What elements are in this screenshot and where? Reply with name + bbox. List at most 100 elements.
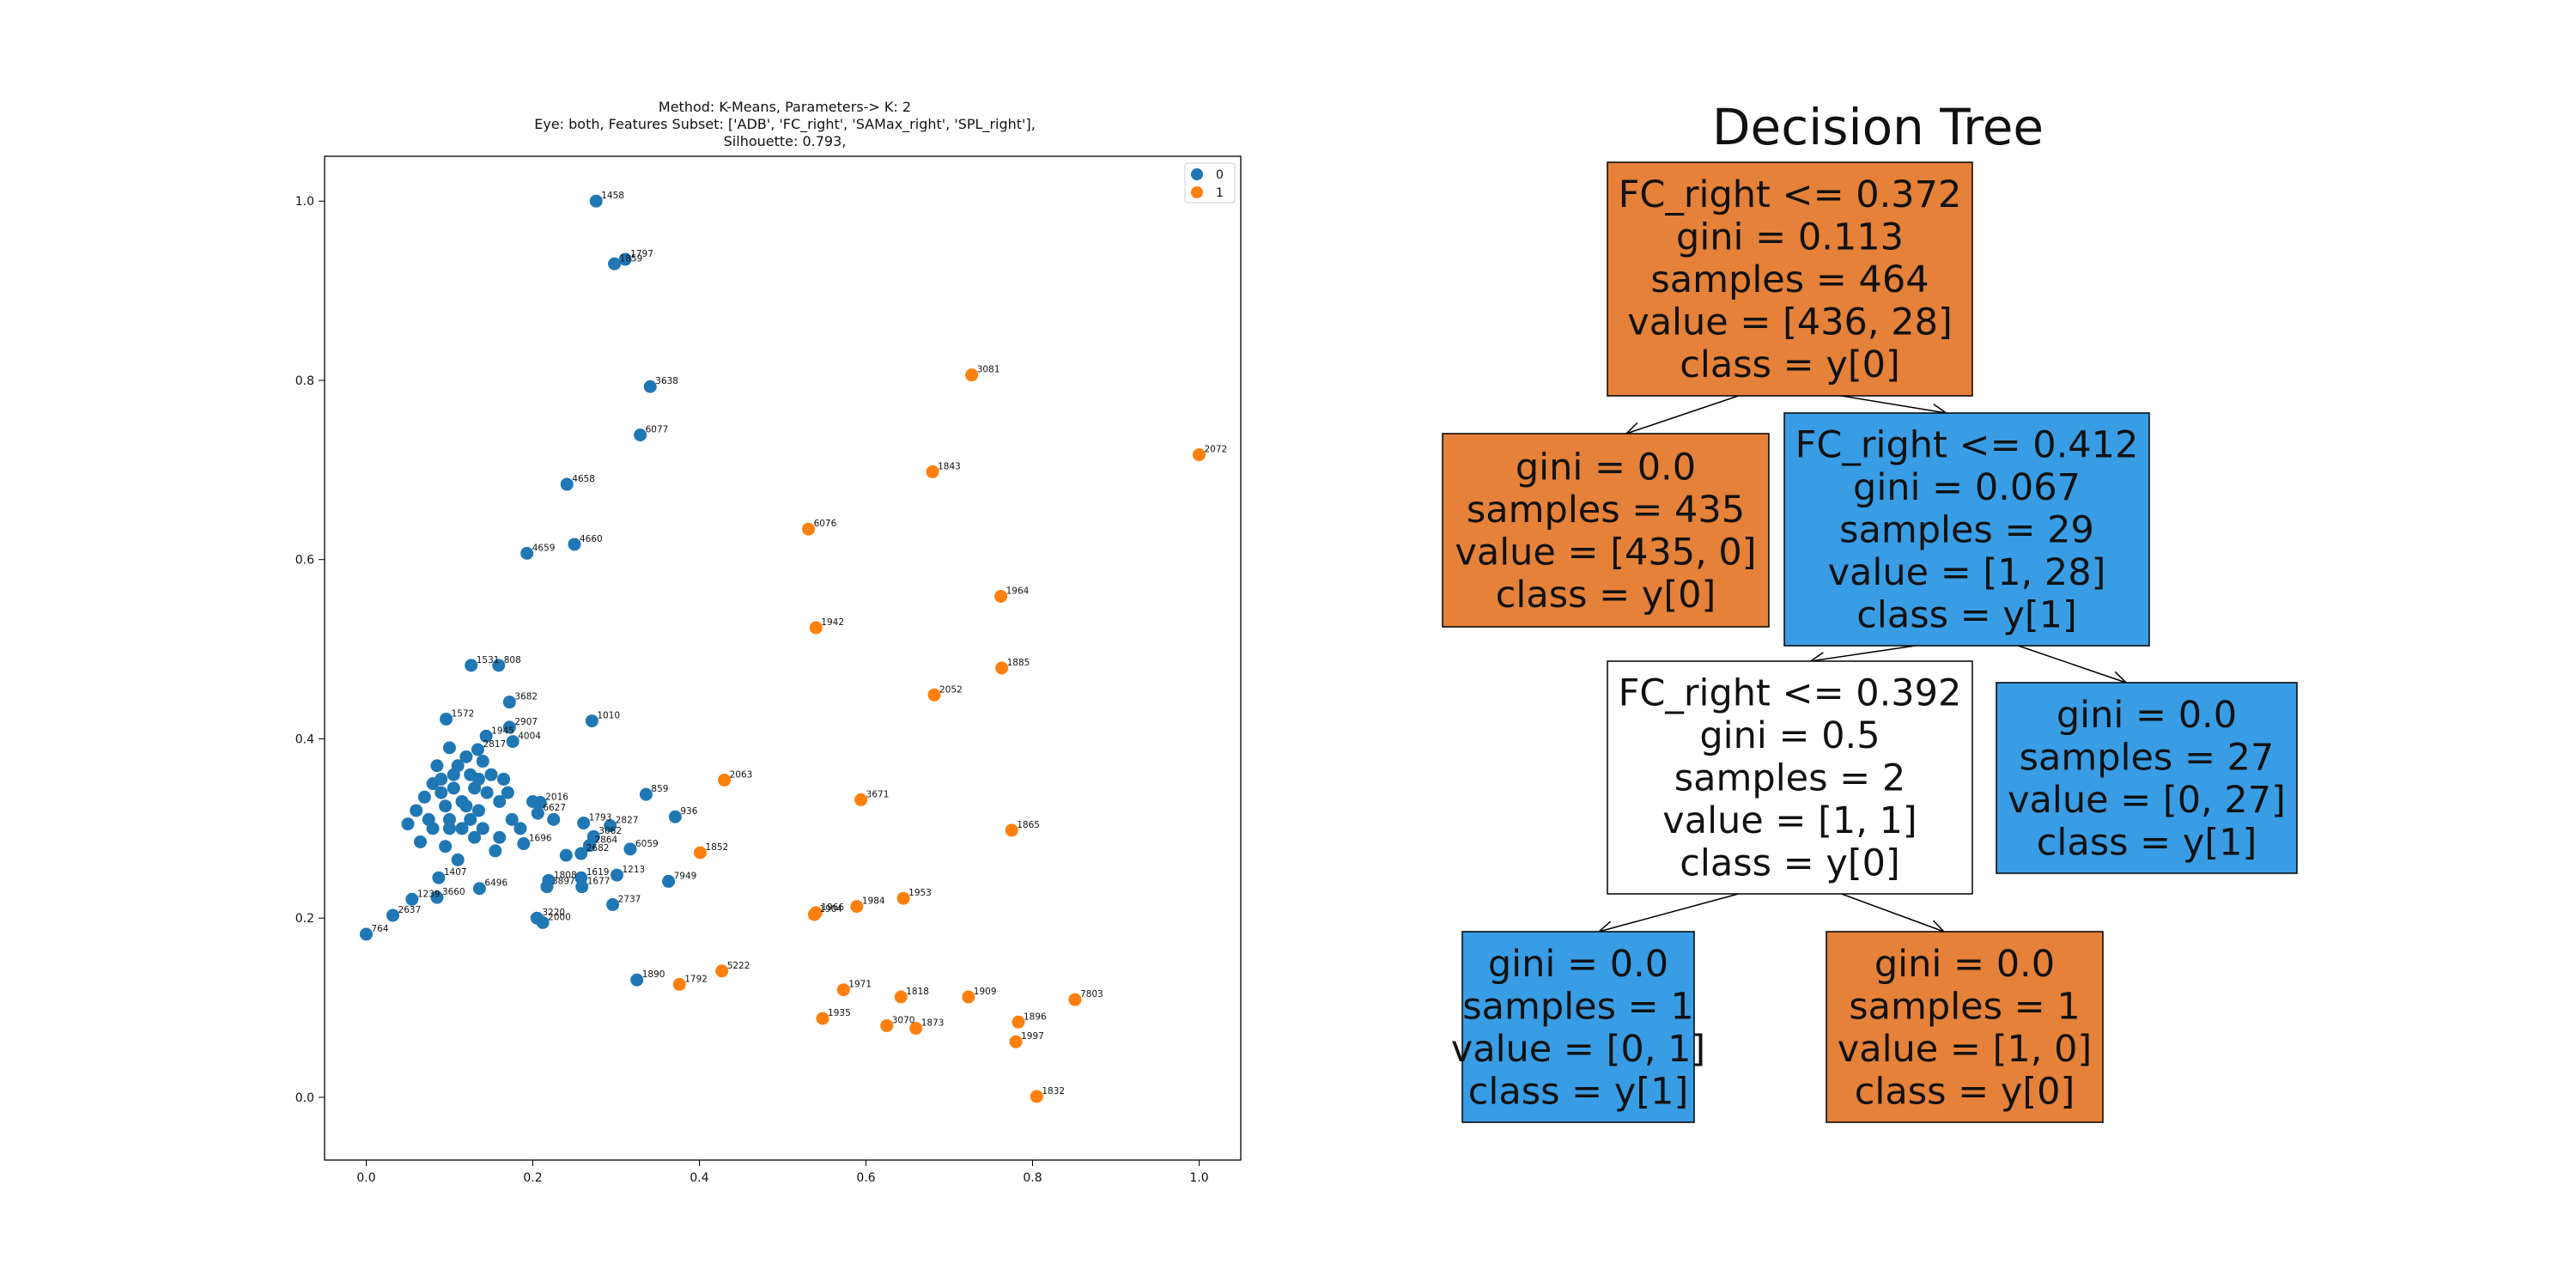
scatter-point-cluster-1: [909, 1022, 923, 1036]
tree-edge: [1841, 893, 1945, 933]
scatter-point-cluster-0: [589, 194, 603, 208]
scatter-point-cluster-0: [517, 837, 531, 851]
scatter-point-label: 1885: [1007, 658, 1030, 668]
scatter-point-cluster-1: [1009, 1035, 1023, 1048]
scatter-point-label: 1865: [1017, 820, 1040, 830]
scatter-point-label: 1971: [848, 980, 872, 990]
scatter-point-cluster-0: [476, 822, 489, 835]
scatter-point-label: 1010: [597, 711, 620, 721]
scatter-point-cluster-1: [854, 793, 868, 806]
scatter-point-label: 1677: [587, 877, 611, 887]
tree-edge: [1841, 395, 1947, 414]
scatter-point-label: 936: [680, 806, 697, 817]
scatter-point-label: 4658: [572, 474, 595, 484]
scatter-point-label: 1531: [477, 655, 500, 665]
scatter-point-cluster-0: [484, 768, 498, 781]
scatter-point-cluster-1: [894, 990, 908, 1004]
scatter-point-cluster-0: [434, 786, 448, 799]
scatter-point-cluster-0: [447, 768, 460, 781]
tree-node-line: samples = 1: [1462, 985, 1693, 1028]
scatter-point-cluster-0: [432, 871, 446, 884]
scatter-point-cluster-1: [880, 1018, 894, 1032]
scatter-point-cluster-0: [502, 696, 516, 709]
scatter-point-label: 6627: [543, 803, 566, 813]
scatter-point-label: 1843: [938, 461, 961, 471]
tree-node-line: value = [1, 1]: [1662, 799, 1917, 842]
scatter-point-cluster-1: [1030, 1090, 1043, 1103]
scatter-point-cluster-1: [927, 688, 941, 702]
scatter-point-cluster-0: [575, 880, 589, 894]
scatter-point-label: 1832: [1042, 1086, 1065, 1097]
tree-node-box: [1826, 931, 2104, 1123]
scatter-point-cluster-0: [618, 252, 632, 266]
scatter-point-label: 3682: [514, 692, 538, 702]
scatter-point-label: 5222: [727, 961, 750, 971]
scatter-point-label: 6059: [635, 839, 659, 849]
scatter-point-label: 1458: [601, 191, 624, 201]
scatter-point-cluster-0: [410, 804, 423, 817]
tree-node-line: samples = 1: [1849, 985, 2080, 1028]
scatter-point-label: 1792: [684, 974, 708, 984]
scatter-point-cluster-0: [489, 844, 502, 858]
scatter-point-label: 1997: [1021, 1031, 1044, 1042]
scatter-point-cluster-0: [582, 839, 596, 853]
scatter-point-label: 3638: [655, 376, 678, 386]
scatter-point-cluster-0: [643, 380, 657, 393]
scatter-point-cluster-0: [574, 847, 588, 860]
scatter-point-cluster-0: [639, 787, 653, 801]
tree-edge-arrowhead: [1597, 920, 1614, 936]
scatter-point-cluster-0: [476, 755, 489, 769]
scatter-point-cluster-0: [547, 812, 561, 826]
tree-edge-arrowhead: [1931, 404, 1948, 418]
tree-node-line: value = [0, 27]: [2008, 779, 2286, 822]
tree-node-line: samples = 29: [1839, 509, 2094, 552]
scatter-point-label: 2737: [618, 895, 641, 905]
y-tick-label: 0.2: [295, 912, 314, 926]
scatter-title-line-3: Silhouette: 0.793,: [724, 133, 847, 149]
scatter-point-cluster-0: [630, 973, 644, 987]
tree-node-line: class = y[0]: [1680, 343, 1899, 386]
scatter-point-cluster-1: [672, 977, 686, 991]
scatter-point-label: 1818: [906, 987, 929, 997]
scatter-point-cluster-1: [718, 773, 732, 787]
scatter-point-cluster-0: [585, 714, 598, 728]
scatter-point-label: 2907: [514, 717, 538, 727]
tree-edge: [1625, 395, 1739, 434]
scatter-title-line-1: Method: K-Means, Parameters-> K: 2: [659, 99, 911, 115]
scatter-point-label: 1793: [589, 813, 612, 823]
scatter-point-cluster-0: [568, 538, 581, 551]
tree-node-line: FC_right <= 0.412: [1795, 424, 2139, 467]
scatter-point-cluster-0: [668, 810, 682, 823]
legend-marker-0: [1191, 168, 1203, 180]
tree-node-box: [1996, 682, 2298, 874]
scatter-point-label: 1896: [1024, 1012, 1047, 1022]
scatter-point-label: 4659: [532, 543, 556, 553]
scatter-point-cluster-0: [479, 729, 493, 743]
scatter-point-label: 2864: [594, 835, 617, 846]
tree-edge-arrowhead: [1929, 920, 1946, 934]
legend-marker-1: [1191, 186, 1203, 198]
scatter-point-label: 6077: [646, 425, 669, 435]
scatter-point-cluster-0: [430, 759, 444, 773]
scatter-point-cluster-0: [493, 795, 507, 808]
scatter-axes: 0.0 0.2 0.4 0.6 0.8 1.0 0.0 0.2 0.4 0.6 0.8 1.0: [295, 155, 1242, 1185]
scatter-point-label: 3220: [542, 908, 565, 918]
scatter-point-cluster-0: [414, 835, 428, 848]
scatter-point-cluster-0: [505, 812, 519, 826]
scatter-point-cluster-0: [464, 812, 477, 826]
tree-node-line: FC_right <= 0.372: [1619, 173, 1962, 216]
scatter-point-label: 1904: [819, 904, 842, 914]
scatter-point-cluster-0: [443, 812, 456, 826]
scatter-point-cluster-0: [502, 720, 516, 734]
scatter-point-label: 2817: [483, 739, 506, 750]
tree-edge: [1810, 645, 1916, 662]
scatter-point-cluster-0: [492, 659, 506, 672]
tree-node-line: value = [1, 0]: [1838, 1028, 2092, 1071]
scatter-point-cluster-0: [447, 781, 460, 795]
tree-node-line: class = y[1]: [1468, 1070, 1688, 1113]
